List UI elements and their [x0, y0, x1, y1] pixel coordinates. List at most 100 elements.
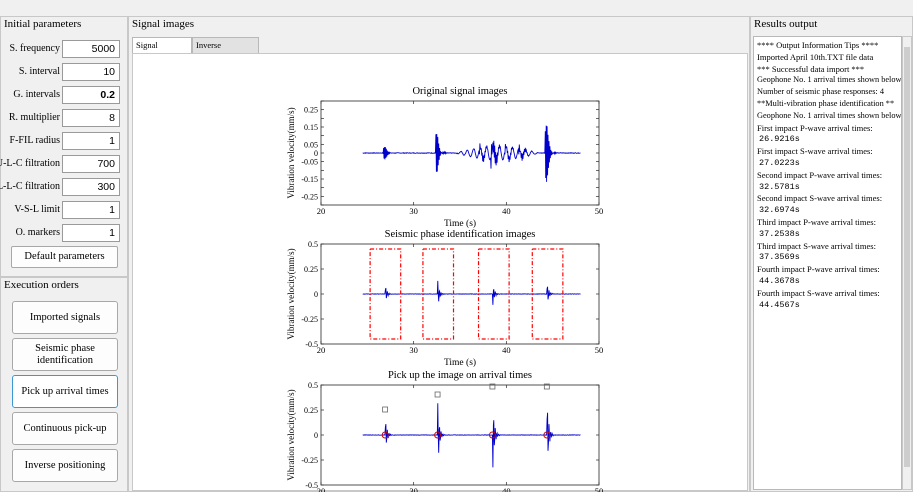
o-markers-input[interactable]: 1: [62, 224, 120, 242]
y-tick-label: 0: [314, 149, 318, 158]
param-row: S. interval 10: [1, 63, 129, 83]
chart-title: Original signal images: [412, 86, 507, 97]
seismic-phase-identification-button[interactable]: Seismic phase identification: [12, 338, 118, 371]
results-output-panel: Results output **** Output Information T…: [750, 16, 913, 492]
result-line: *** Successful data import ***: [757, 63, 865, 74]
param-row: R. multiplier 8: [1, 109, 129, 129]
x-tick-label: 50: [595, 206, 604, 216]
x-tick-label: 30: [409, 345, 418, 355]
panel-title: Execution orders: [4, 279, 79, 291]
x-tick-label: 30: [409, 486, 418, 492]
result-line: Second impact P-wave arrival times:: [757, 169, 883, 180]
sampling-frequency-input[interactable]: 5000: [62, 40, 120, 58]
tab-inverse-positioning[interactable]: Inverse positioning: [192, 37, 259, 65]
param-row: U-L-C filtration 700: [0, 155, 129, 175]
p-wave-pick-marker: [543, 431, 551, 439]
param-label: F-FIL radius: [9, 135, 60, 146]
y-tick-label: 0.15: [304, 123, 318, 132]
charts-canvas: Original signal images 20 30 40 50 -0.25 -0.15…: [286, 86, 604, 492]
panel-title: Results output: [754, 18, 818, 30]
result-line: Fourth impact P-wave arrival times:: [757, 264, 880, 275]
r-multiplier-input[interactable]: 8: [62, 109, 120, 127]
y-tick-label: 0.25: [304, 106, 318, 115]
phase-box: [369, 248, 402, 340]
phase-box: [422, 248, 455, 340]
x-tick-label: 20: [317, 486, 326, 492]
result-line: 27.0223s: [759, 158, 800, 168]
y-tick-label: -0.5: [305, 481, 318, 490]
result-line: Imported April 10th.TXT file data: [757, 51, 874, 62]
param-label: S. interval: [18, 66, 60, 77]
result-line: 26.9216s: [759, 134, 800, 145]
x-tick-label: 50: [595, 345, 604, 355]
param-row: O. markers 1: [1, 224, 129, 244]
result-line: Third impact P-wave arrival times:: [757, 217, 876, 227]
plot-area: Original signal images 20 30 40 50 -0.25 -0.15…: [132, 53, 748, 492]
phase-box: [477, 248, 510, 340]
x-tick-label: 20: [317, 345, 326, 355]
panel-title: Initial parameters: [4, 18, 82, 30]
pick-up-arrival-times-button[interactable]: Pick up arrival times: [12, 375, 118, 408]
imported-signals-button[interactable]: Imported signals: [12, 301, 118, 334]
chart-title: Pick up the image on arrival times: [388, 370, 532, 381]
y-tick-label: 0: [314, 431, 318, 440]
results-textbox[interactable]: **** Output Information Tips **** Importe…: [753, 36, 902, 490]
param-row: F-FIL radius 1: [1, 132, 129, 152]
result-line: First impact P-wave arrival times:: [757, 122, 873, 133]
initial-parameters-panel: Initial parameters S. frequency 5000 S. …: [0, 16, 128, 277]
x-tick-label: 40: [502, 345, 511, 355]
peak-marker: [489, 383, 496, 390]
param-label: V-S-L limit: [14, 204, 60, 215]
y-axis-label: Vibration velocity(mm/s): [286, 107, 296, 198]
peak-marker: [543, 383, 550, 390]
scrollbar-thumb[interactable]: [904, 47, 910, 467]
param-label: U-L-C filtration: [0, 158, 60, 169]
x-tick-label: 50: [595, 486, 604, 492]
u-l-c-filtration-input[interactable]: 700: [62, 155, 120, 173]
y-tick-label: -0.25: [301, 456, 318, 465]
y-tick-label: -0.25: [301, 315, 318, 324]
y-axis-label: Vibration velocity(mm/s): [286, 248, 296, 339]
x-tick-label: 40: [502, 206, 511, 216]
result-line: First impact S-wave arrival times:: [757, 146, 873, 157]
result-line: 44.4567s: [759, 299, 800, 310]
param-row: G. intervals 0.2: [1, 86, 129, 106]
y-tick-label: 0.5: [308, 240, 318, 249]
tab-bar: Signal Analysis Inverse positioning: [132, 37, 746, 65]
x-tick-label: 30: [409, 206, 418, 216]
y-axis-label: Vibration velocity(mm/s): [286, 389, 296, 480]
peak-marker: [434, 391, 441, 398]
param-label: R. multiplier: [8, 112, 60, 123]
peak-marker: [382, 406, 389, 413]
signal-line: [362, 280, 581, 305]
g-intervals-input[interactable]: 0.2: [62, 86, 120, 104]
p-wave-pick-marker: [434, 431, 442, 439]
result-line: Fourth impact S-wave arrival times:: [757, 287, 880, 298]
result-line: Third impact S-wave arrival times:: [757, 240, 876, 251]
x-axis-label: Time (s): [444, 357, 476, 368]
y-tick-label: 0.25: [304, 406, 318, 415]
panel-title: Signal images: [132, 18, 195, 30]
x-tick-label: 40: [502, 486, 511, 492]
y-tick-label: 0.5: [308, 381, 318, 390]
tab-signal-analysis[interactable]: Signal Analysis: [132, 37, 192, 65]
param-label: L-L-C filtration: [0, 181, 60, 192]
inverse-positioning-button[interactable]: Inverse positioning: [12, 449, 118, 482]
y-tick-label: -0.5: [305, 340, 318, 349]
y-tick-label: 0: [314, 290, 318, 299]
x-axis-label: Time (s): [444, 218, 476, 229]
p-wave-pick-marker: [488, 431, 496, 439]
v-s-l-limit-input[interactable]: 1: [62, 201, 120, 219]
signal-images-panel: Signal images Signal Analysis Inverse po…: [128, 16, 750, 492]
param-row: S. frequency 5000: [1, 40, 129, 60]
param-label: G. intervals: [13, 89, 60, 100]
param-label: S. frequency: [9, 43, 60, 54]
results-scrollbar[interactable]: [902, 36, 912, 490]
l-l-c-filtration-input[interactable]: 300: [62, 178, 120, 196]
continuous-pick-up-button[interactable]: Continuous pick-up: [12, 412, 118, 445]
y-tick-label: -0.05: [301, 158, 318, 167]
param-row: V-S-L limit 1: [1, 201, 129, 221]
default-parameters-button[interactable]: Default parameters: [11, 246, 118, 268]
sampling-interval-input[interactable]: 10: [62, 63, 120, 81]
f-fil-radius-input[interactable]: 1: [62, 132, 120, 150]
